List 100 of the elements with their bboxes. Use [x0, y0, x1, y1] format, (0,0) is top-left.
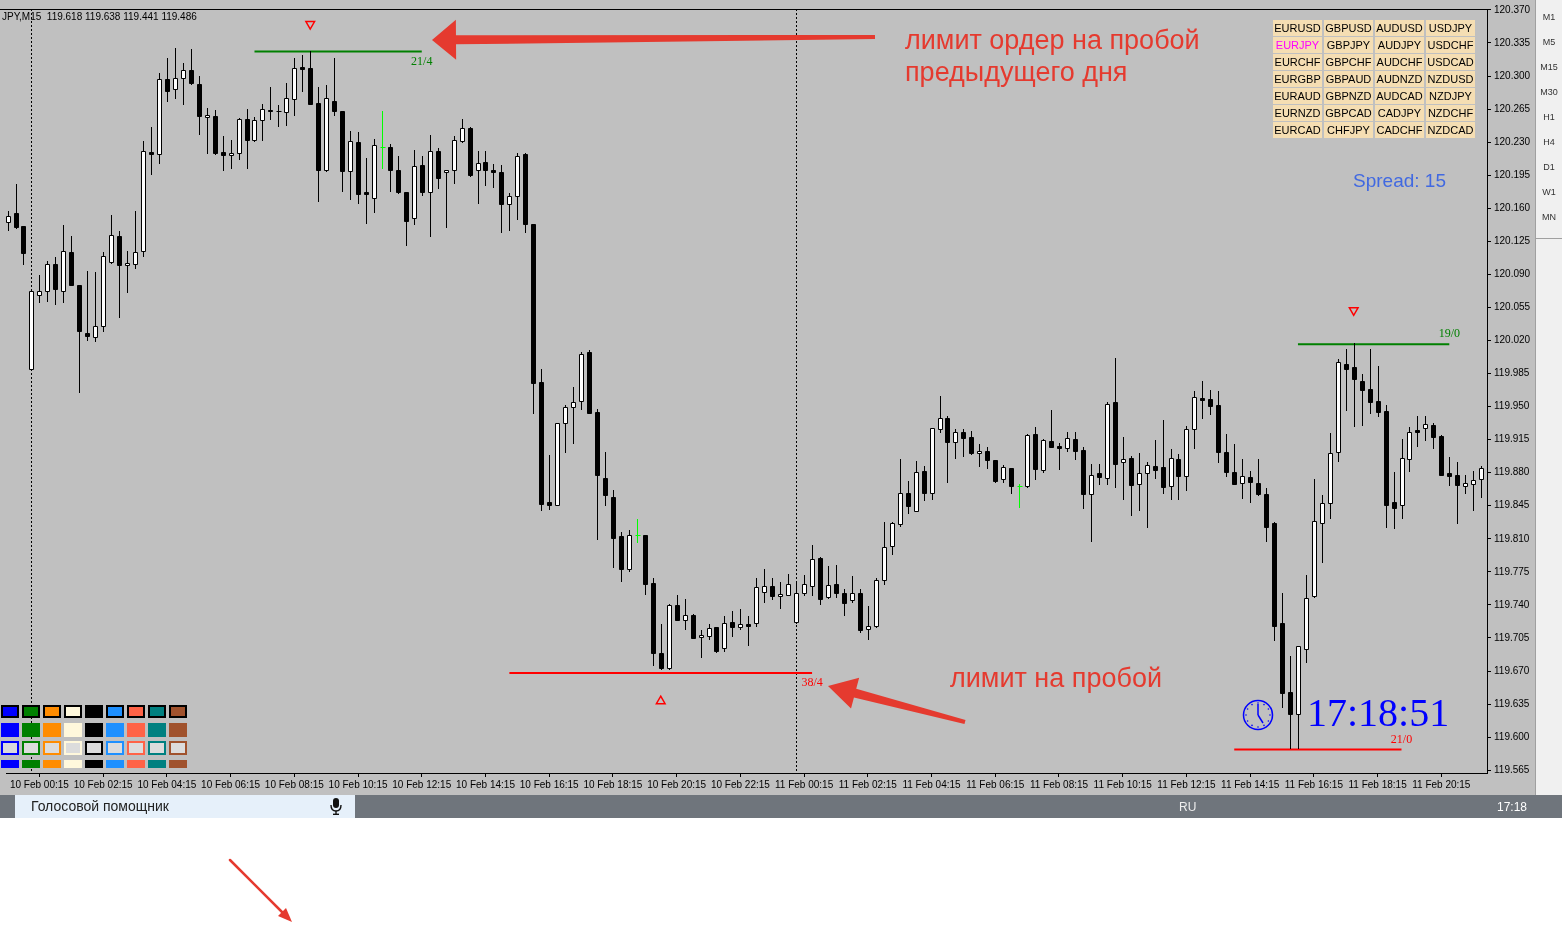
- y-tick-label: 119.740: [1494, 598, 1530, 610]
- candlestick: [1368, 348, 1373, 415]
- candlestick: [1439, 434, 1444, 477]
- candlestick: [1384, 404, 1389, 529]
- currency-pair-button: NZDCAD: [1426, 122, 1475, 138]
- x-tick-label: 11 Feb 20:15: [1412, 778, 1471, 790]
- candlestick: [563, 404, 568, 454]
- x-tick-label: 11 Feb 16:15: [1284, 778, 1344, 790]
- candlestick: [1264, 487, 1269, 543]
- y-tick-label: 119.775: [1494, 565, 1530, 577]
- candlestick: [595, 408, 600, 541]
- currency-pair-button: AUDCAD: [1375, 88, 1424, 104]
- candlestick: [667, 603, 672, 671]
- x-tick-label: 10 Feb 06:15: [201, 778, 261, 790]
- candlestick: [619, 531, 624, 583]
- y-tick-label: 120.055: [1494, 301, 1531, 313]
- candlestick: [714, 626, 719, 654]
- candlestick: [1089, 463, 1094, 543]
- x-tick-label: 10 Feb 20:15: [647, 778, 707, 790]
- candlestick: [1113, 357, 1118, 489]
- y-tick-label: 120.160: [1494, 202, 1531, 214]
- currency-pair-button: NZDCHF: [1426, 105, 1475, 121]
- candlestick: [651, 577, 656, 667]
- candlestick: [1392, 471, 1397, 530]
- candlestick: [6, 210, 11, 232]
- candlestick: [1352, 342, 1357, 428]
- candlestick: [1288, 655, 1293, 750]
- candlestick: [284, 82, 289, 127]
- x-tick-label: 10 Feb 16:15: [519, 778, 580, 790]
- candlestick: [420, 155, 425, 197]
- candlestick: [1423, 415, 1428, 442]
- candlestick: [173, 47, 178, 100]
- y-tick-label: 120.125: [1494, 235, 1531, 247]
- text: W1: [1541, 186, 1557, 199]
- candlestick: [245, 108, 250, 170]
- candlestick: [1304, 574, 1309, 664]
- candlestick: [1216, 390, 1221, 464]
- x-tick-label: 10 Feb 22:15: [710, 778, 771, 790]
- annotation: лимит на пробой: [950, 662, 1162, 693]
- x-tick-label: 10 Feb 00:15: [9, 778, 70, 790]
- candlestick: [252, 116, 257, 143]
- text: M5: [1541, 36, 1557, 49]
- x-tick-label: 11 Feb 00:15: [775, 778, 834, 790]
- candlestick: [372, 138, 377, 214]
- y-tick-label: 119.950: [1494, 400, 1530, 412]
- candlestick: [53, 256, 58, 306]
- candlestick: [149, 126, 154, 176]
- y-tick-label: 120.335: [1494, 36, 1531, 48]
- candlestick: [332, 57, 337, 117]
- candlestick: [1360, 373, 1365, 427]
- text: H4: [1542, 136, 1556, 149]
- annotation: лимит ордер на пробой предыдущего дня: [905, 24, 1200, 88]
- candlestick: [810, 544, 815, 597]
- candlestick: [738, 608, 743, 631]
- candlestick: [1049, 409, 1054, 449]
- candlestick: [268, 86, 273, 121]
- currency-pair-button: GBPAUD: [1324, 71, 1373, 87]
- candlestick: [1017, 483, 1023, 509]
- y-tick-label: 119.985: [1494, 367, 1530, 379]
- currency-pair-button: EURAUD: [1273, 88, 1322, 104]
- candlestick: [157, 72, 162, 165]
- candlestick: [762, 568, 767, 604]
- candlestick: [133, 210, 138, 270]
- candlestick: [778, 581, 783, 610]
- candlestick: [945, 415, 950, 484]
- candlestick: [1407, 426, 1412, 473]
- candlestick: [1208, 389, 1213, 416]
- candlestick: [436, 147, 441, 190]
- currency-pair-button: EURJPY: [1273, 37, 1322, 53]
- candlestick: [1033, 426, 1038, 481]
- candlestick: [1153, 439, 1158, 480]
- candlestick: [818, 556, 823, 606]
- currency-pair-button: AUDNZD: [1375, 71, 1424, 87]
- candlestick: [125, 250, 130, 294]
- candlestick: [14, 183, 19, 230]
- candlestick: [308, 50, 313, 106]
- candlestick: [683, 598, 688, 631]
- currency-pair-button: AUDJPY: [1375, 37, 1424, 53]
- candlestick: [213, 109, 218, 156]
- candlestick: [229, 139, 234, 170]
- candlestick: [699, 629, 704, 659]
- candlestick: [396, 155, 401, 195]
- candlestick: [874, 577, 879, 629]
- candlestick: [1455, 461, 1460, 525]
- candlestick: [985, 446, 990, 470]
- candlestick: [579, 351, 584, 411]
- candlestick: [659, 623, 664, 671]
- candlestick: [961, 428, 966, 458]
- candlestick: [37, 274, 42, 304]
- candlestick: [476, 150, 481, 205]
- candlestick: [1320, 494, 1325, 564]
- candlestick: [1240, 458, 1245, 500]
- candlestick: [452, 135, 457, 185]
- candlestick: [1376, 365, 1381, 418]
- currency-pair-button: GBPCAD: [1324, 105, 1373, 121]
- candlestick: [746, 615, 751, 647]
- currency-pair-button: AUDCHF: [1375, 54, 1424, 70]
- series-label: 38/4: [801, 675, 823, 690]
- candlestick: [930, 427, 935, 501]
- x-tick-label: 11 Feb 04:15: [902, 778, 962, 790]
